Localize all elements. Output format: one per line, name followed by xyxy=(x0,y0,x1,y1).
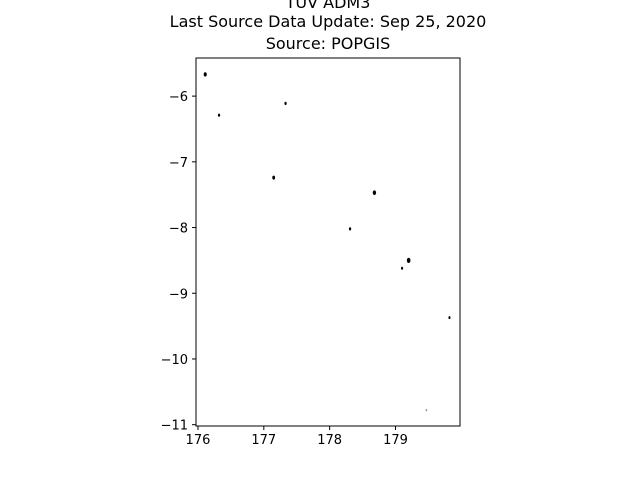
y-tick-label: −8 xyxy=(169,222,188,237)
island-niulakita xyxy=(425,409,428,412)
island-nanumea xyxy=(203,72,207,77)
island-nukulaelae xyxy=(448,316,451,320)
y-tick-label: −7 xyxy=(169,156,188,171)
map-features xyxy=(203,72,451,412)
island-funafuti xyxy=(406,257,411,263)
island-nui xyxy=(272,175,276,180)
title-line-1: TUV ADM3 xyxy=(285,0,371,12)
plot-frame xyxy=(195,57,461,427)
x-tick-label: 177 xyxy=(251,433,276,448)
title-line-3: Source: POPGIS xyxy=(265,34,391,53)
y-tick-label: −10 xyxy=(161,353,188,368)
island-nukufetau xyxy=(348,227,352,231)
y-tick-label: −9 xyxy=(169,287,188,302)
island-nanumanga xyxy=(217,113,221,117)
x-axis: 176 177 178 179 xyxy=(186,426,408,448)
title-line-2: Last Source Data Update: Sep 25, 2020 xyxy=(169,12,487,31)
y-axis: −6 −7 −8 −9 −10 −11 xyxy=(161,90,196,434)
x-tick-label: 178 xyxy=(317,433,342,448)
island-niutao xyxy=(284,101,287,105)
y-tick-label: −6 xyxy=(169,90,188,105)
island-funafala xyxy=(401,266,404,270)
island-vaitupu xyxy=(372,190,377,196)
y-tick-label: −11 xyxy=(161,419,188,434)
x-tick-label: 179 xyxy=(383,433,408,448)
x-tick-label: 176 xyxy=(186,433,211,448)
